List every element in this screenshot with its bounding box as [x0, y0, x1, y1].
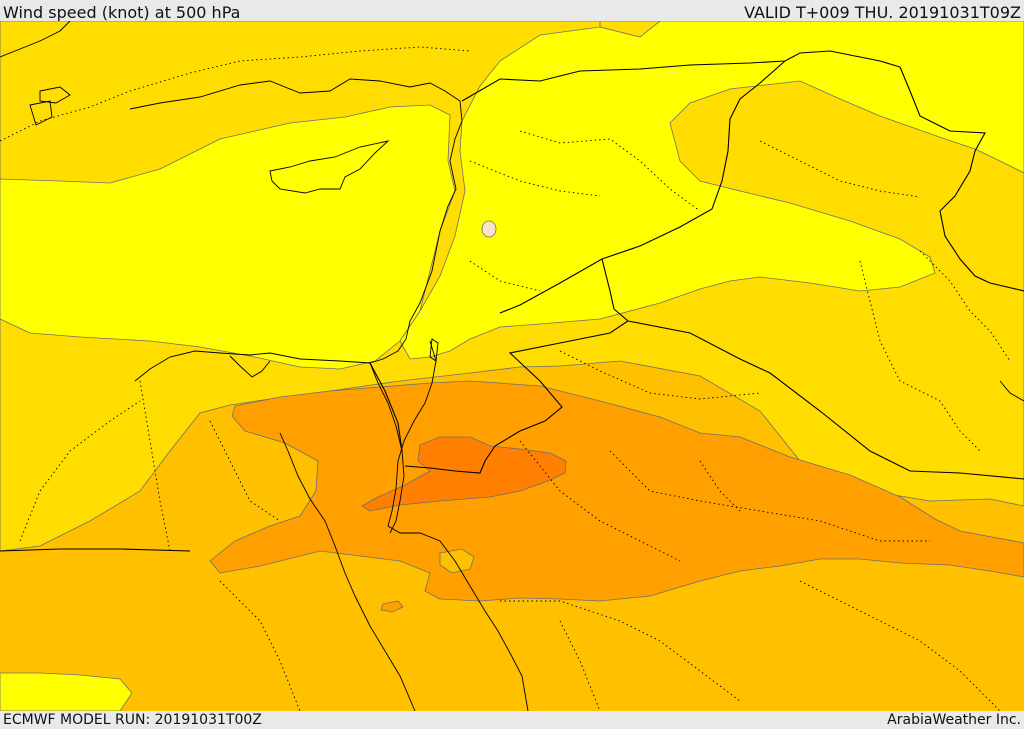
map-footer: ECMWF MODEL RUN: 20191031T00Z ArabiaWeat… [0, 711, 1024, 729]
wind-band-4-cell [380, 600, 404, 613]
wind-band-3-hole [439, 548, 475, 574]
map-header: Wind speed (knot) at 500 hPa VALID T+009… [0, 0, 1024, 22]
wind-band-2-island [599, 21, 661, 38]
wind-small-cell [481, 220, 497, 238]
wind-band-1-east [399, 21, 1024, 360]
model-run: ECMWF MODEL RUN: 20191031T00Z [3, 712, 262, 728]
wind-band-1-southwest [0, 672, 133, 711]
admin-borders [0, 46, 1011, 711]
valid-time: VALID T+009 THU. 20191031T09Z [744, 3, 1021, 22]
wind-band-4 [209, 380, 1024, 602]
wind-band-1-west [0, 104, 456, 370]
national-borders [0, 50, 1024, 552]
wind-speed-map [0, 21, 1024, 711]
coastlines [0, 21, 1024, 711]
map-title: Wind speed (knot) at 500 hPa [3, 3, 241, 22]
credit: ArabiaWeather Inc. [887, 712, 1021, 728]
